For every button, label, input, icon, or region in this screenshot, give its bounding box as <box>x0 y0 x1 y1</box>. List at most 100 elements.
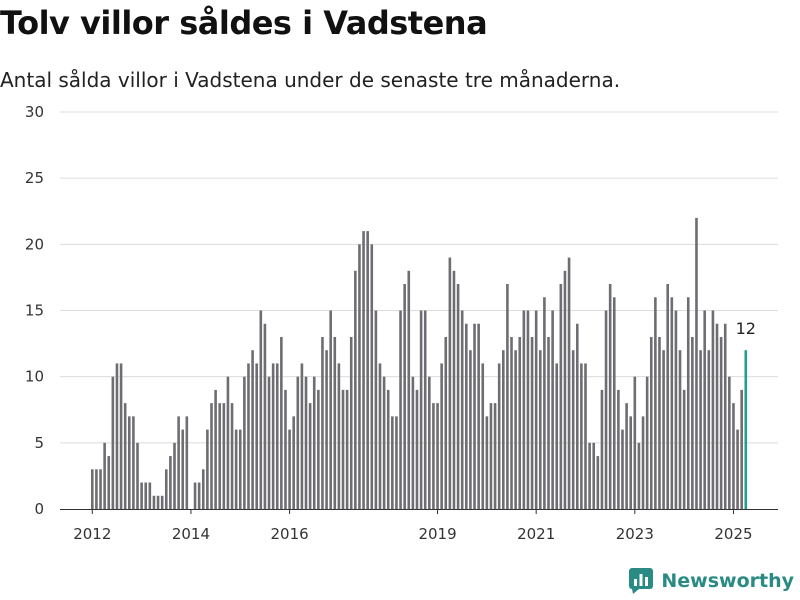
bar <box>662 350 665 509</box>
bar <box>267 376 271 509</box>
bar <box>317 389 320 509</box>
bar <box>193 482 197 509</box>
bar <box>284 389 287 509</box>
bar <box>177 416 180 509</box>
bar <box>715 323 719 509</box>
bar <box>522 310 526 509</box>
bar <box>682 389 686 509</box>
bar <box>518 336 522 509</box>
bar <box>251 350 254 509</box>
bar <box>226 376 230 509</box>
bar <box>399 310 402 509</box>
brand-logo: Newsworthy <box>629 568 794 594</box>
bar <box>711 310 715 509</box>
bar <box>99 469 102 509</box>
bar <box>119 363 123 509</box>
bar <box>395 416 398 509</box>
bar <box>584 363 587 509</box>
bar-highlight <box>744 350 748 509</box>
bar <box>415 389 419 509</box>
chart-subtitle: Antal sålda villor i Vadstena under de s… <box>0 68 621 92</box>
bar <box>288 429 291 509</box>
bar <box>362 231 365 509</box>
bar <box>596 456 600 509</box>
bar <box>502 350 505 509</box>
x-tick-label: 2016 <box>270 525 308 543</box>
bar <box>218 403 222 509</box>
bar <box>115 363 119 509</box>
bar <box>280 336 283 509</box>
bar <box>736 429 739 509</box>
bar <box>333 336 337 509</box>
bar <box>654 297 657 509</box>
bar <box>148 482 152 509</box>
bar <box>732 403 735 509</box>
bar <box>481 363 485 509</box>
bar <box>555 363 559 509</box>
bar <box>370 244 374 509</box>
bar <box>308 403 312 509</box>
bar <box>210 403 213 509</box>
bar <box>391 416 394 509</box>
y-tick-label: 5 <box>34 434 44 452</box>
bar <box>637 442 641 509</box>
bar <box>575 323 579 509</box>
bar <box>740 389 743 509</box>
bar <box>547 336 550 509</box>
bar <box>173 442 176 509</box>
bar <box>259 310 263 509</box>
bar <box>325 350 328 509</box>
bar <box>600 389 604 509</box>
bar <box>312 376 316 509</box>
bar <box>136 442 139 509</box>
y-tick-label: 25 <box>25 169 44 187</box>
bar <box>411 376 415 509</box>
bar <box>300 363 304 509</box>
bar <box>469 350 472 509</box>
bar <box>91 469 94 509</box>
x-tick-label: 2025 <box>714 525 752 543</box>
bar <box>695 217 698 509</box>
bar <box>164 469 168 509</box>
bar <box>674 310 678 509</box>
x-tick-label: 2023 <box>616 525 654 543</box>
bar <box>489 403 493 509</box>
bar <box>127 416 131 509</box>
bar <box>567 257 571 509</box>
bar <box>337 363 341 509</box>
bar <box>448 257 452 509</box>
bar <box>95 469 98 509</box>
bar <box>534 310 538 509</box>
bar <box>123 403 127 509</box>
bar <box>214 389 217 509</box>
bar <box>358 244 361 509</box>
x-tick-label: 2019 <box>418 525 456 543</box>
bar <box>432 403 435 509</box>
bar <box>485 416 489 509</box>
bar <box>366 231 369 509</box>
bar <box>723 323 727 509</box>
bar <box>563 270 567 509</box>
gridlines <box>60 111 778 444</box>
bar <box>247 363 250 509</box>
bar <box>530 336 534 509</box>
y-tick-label: 30 <box>25 103 44 121</box>
bar <box>271 363 275 509</box>
bar <box>645 376 649 509</box>
y-tick-label: 15 <box>25 302 44 320</box>
bar <box>169 456 172 509</box>
bar <box>719 336 723 509</box>
bar <box>440 363 443 509</box>
bar <box>296 376 300 509</box>
bar <box>551 310 554 509</box>
newsworthy-logo-icon <box>629 568 654 594</box>
bar <box>374 310 378 509</box>
bar <box>629 416 633 509</box>
bar <box>160 495 164 509</box>
bar <box>477 323 480 509</box>
bar <box>658 336 661 509</box>
bar <box>201 469 205 509</box>
bar <box>354 270 357 509</box>
bar <box>304 376 308 509</box>
bar <box>691 336 694 509</box>
